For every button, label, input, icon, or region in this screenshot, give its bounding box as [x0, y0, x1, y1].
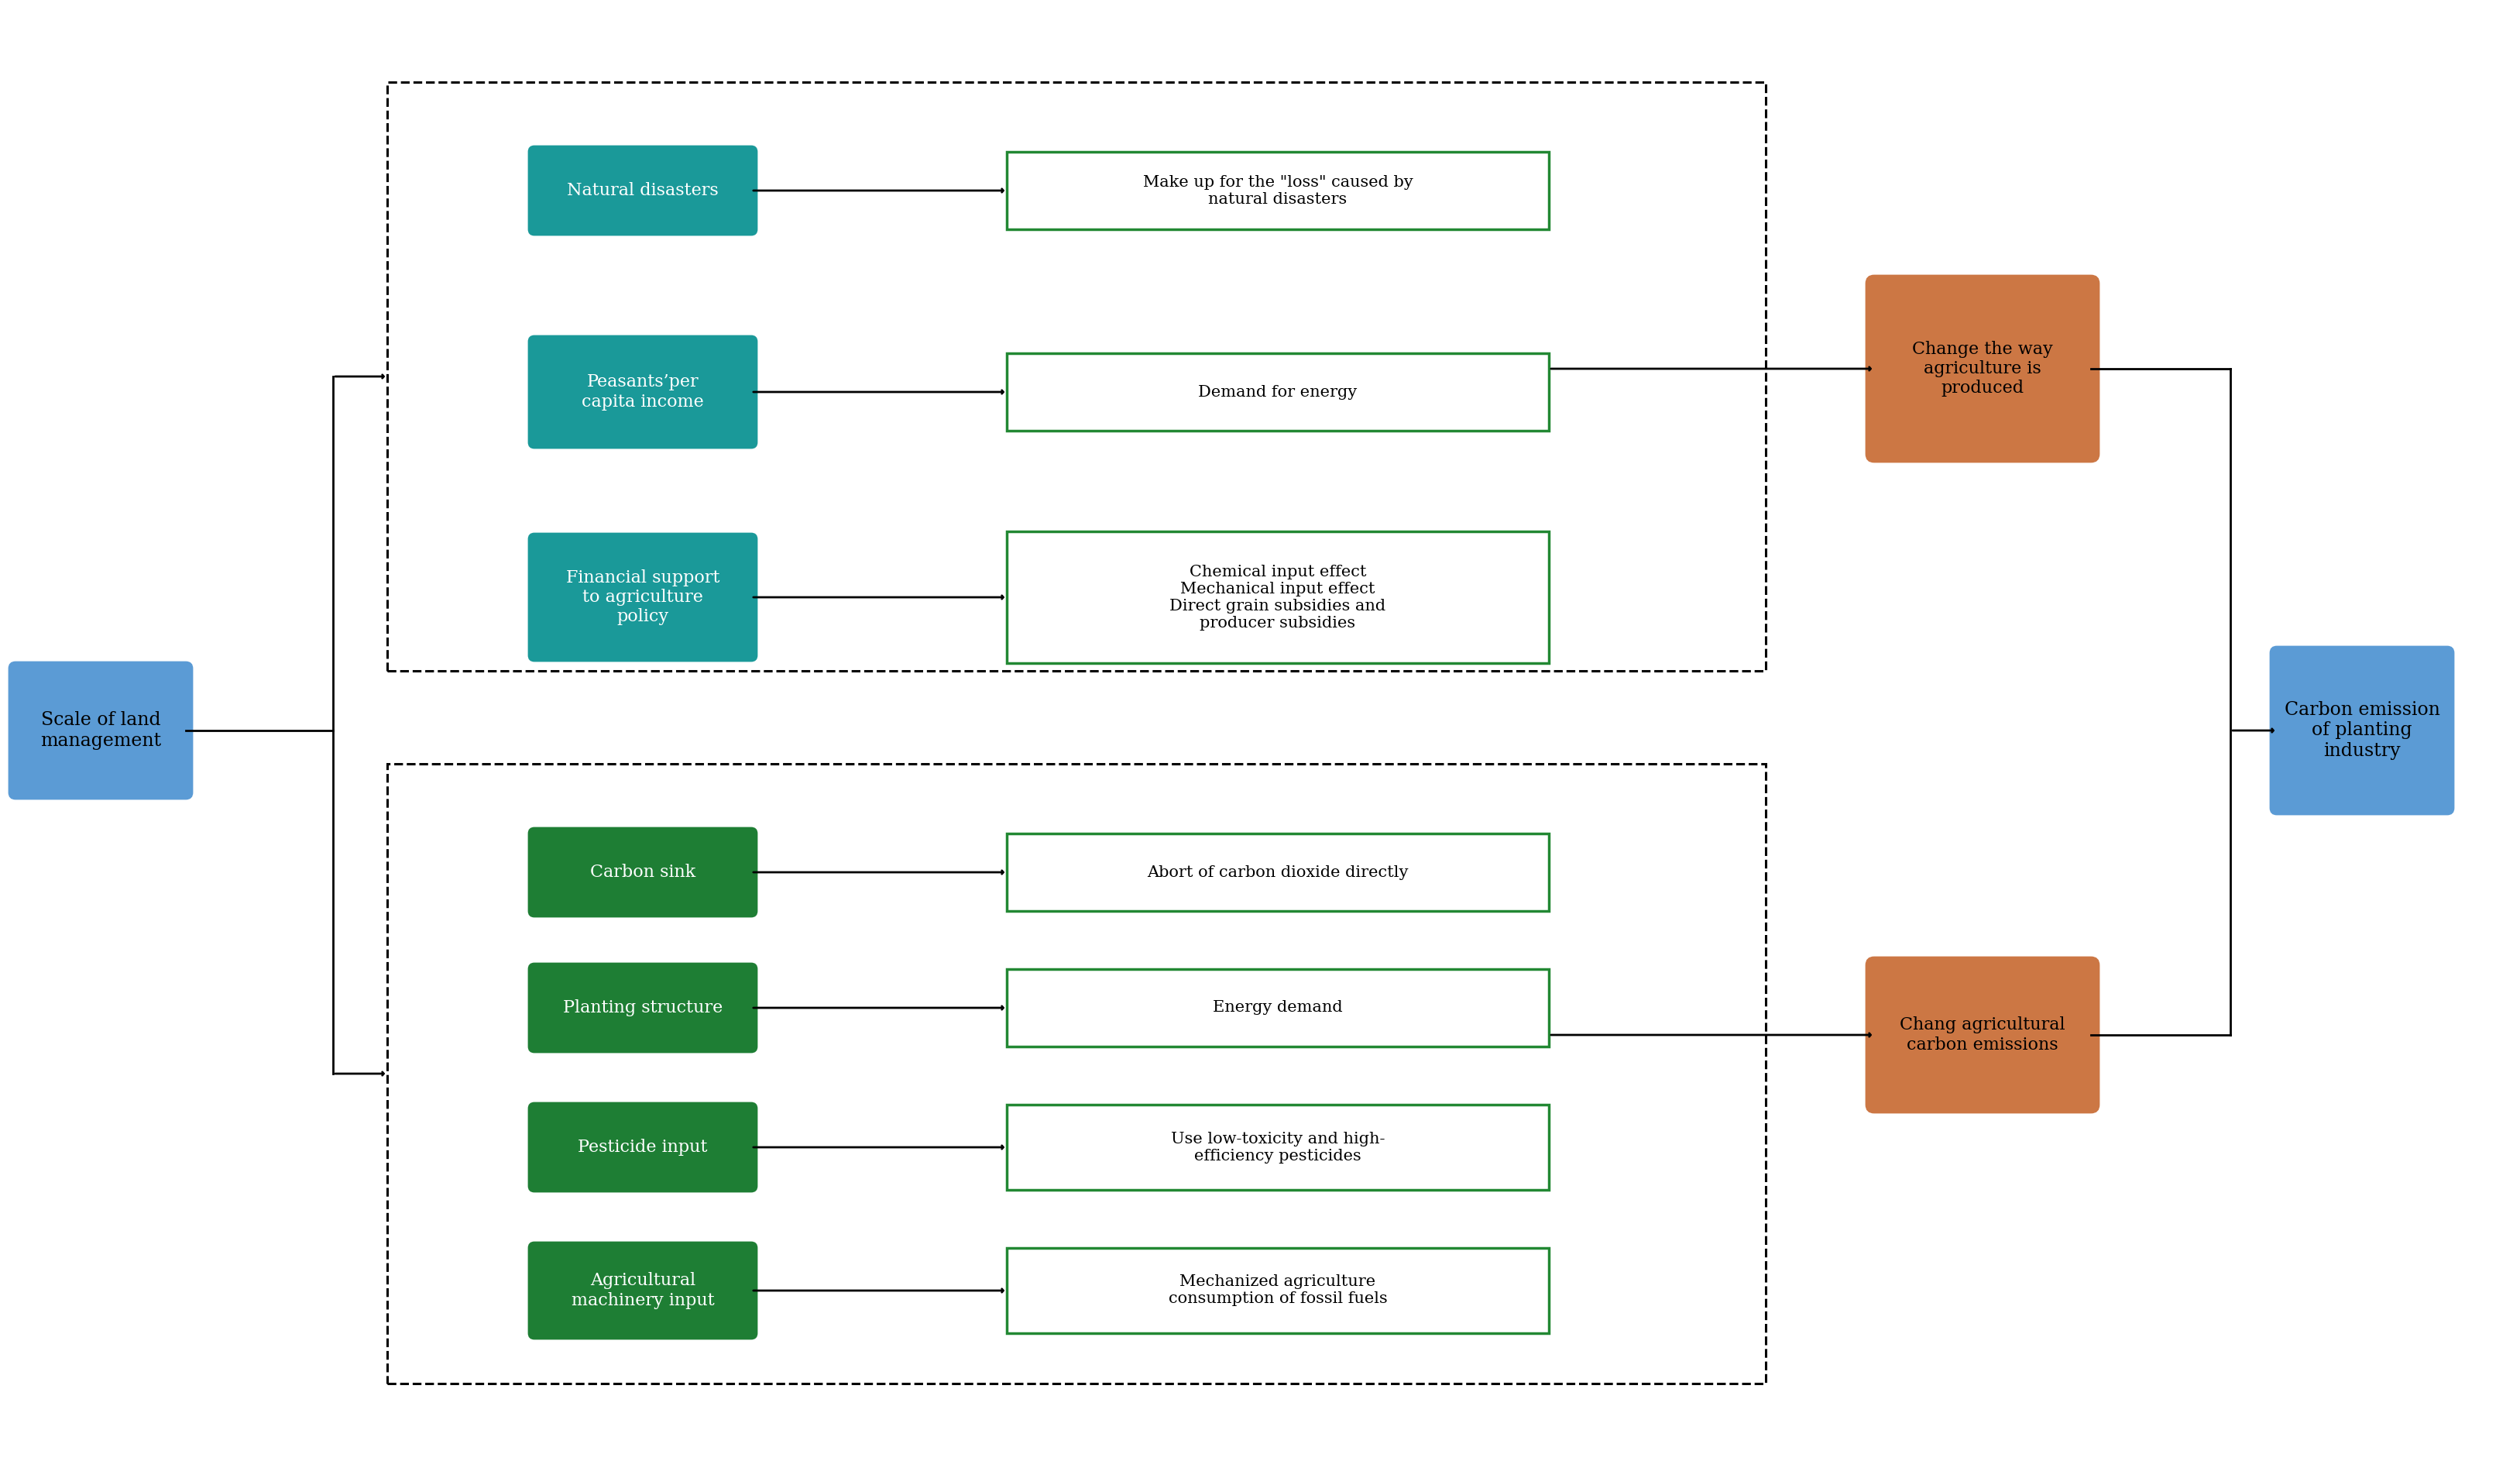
- Text: Carbon emission
of planting
industry: Carbon emission of planting industry: [2283, 701, 2439, 760]
- Bar: [388, 82, 1764, 671]
- Text: Demand for energy: Demand for energy: [1197, 384, 1356, 399]
- FancyBboxPatch shape: [529, 964, 756, 1052]
- Bar: [388, 764, 1764, 1384]
- Bar: [1005, 834, 1547, 912]
- Text: Planting structure: Planting structure: [562, 999, 723, 1017]
- Bar: [1005, 152, 1547, 229]
- Bar: [1005, 969, 1547, 1046]
- Text: Chemical input effect
Mechanical input effect
Direct grain subsidies and
produce: Chemical input effect Mechanical input e…: [1169, 564, 1386, 630]
- FancyBboxPatch shape: [2271, 647, 2452, 814]
- Bar: [1005, 1105, 1547, 1189]
- Text: Scale of land
management: Scale of land management: [40, 712, 161, 749]
- Text: Use low-toxicity and high-
efficiency pesticides: Use low-toxicity and high- efficiency pe…: [1169, 1131, 1383, 1163]
- FancyBboxPatch shape: [1865, 276, 2099, 462]
- FancyBboxPatch shape: [10, 662, 192, 799]
- FancyBboxPatch shape: [529, 336, 756, 447]
- Text: Carbon sink: Carbon sink: [590, 863, 696, 881]
- FancyBboxPatch shape: [529, 1242, 756, 1338]
- Text: Chang agricultural
carbon emissions: Chang agricultural carbon emissions: [1900, 1017, 2064, 1053]
- Text: Natural disasters: Natural disasters: [567, 183, 718, 199]
- Text: Financial support
to agriculture
policy: Financial support to agriculture policy: [567, 570, 718, 625]
- FancyBboxPatch shape: [529, 1103, 756, 1191]
- Text: Agricultural
machinery input: Agricultural machinery input: [572, 1273, 713, 1309]
- Text: Peasants’per
capita income: Peasants’per capita income: [582, 374, 703, 411]
- Text: Make up for the "loss" caused by
natural disasters: Make up for the "loss" caused by natural…: [1142, 175, 1411, 206]
- FancyBboxPatch shape: [529, 828, 756, 916]
- FancyBboxPatch shape: [1865, 957, 2099, 1112]
- Text: Mechanized agriculture
consumption of fossil fuels: Mechanized agriculture consumption of fo…: [1167, 1274, 1386, 1306]
- Bar: [1005, 532, 1547, 663]
- Text: Change the way
agriculture is
produced: Change the way agriculture is produced: [1913, 340, 2051, 397]
- FancyBboxPatch shape: [529, 533, 756, 660]
- Text: Energy demand: Energy demand: [1212, 1001, 1343, 1015]
- Text: Abort of carbon dioxide directly: Abort of carbon dioxide directly: [1147, 865, 1409, 880]
- Bar: [1005, 354, 1547, 431]
- FancyBboxPatch shape: [529, 146, 756, 235]
- Bar: [1005, 1248, 1547, 1334]
- Text: Pesticide input: Pesticide input: [577, 1138, 708, 1156]
